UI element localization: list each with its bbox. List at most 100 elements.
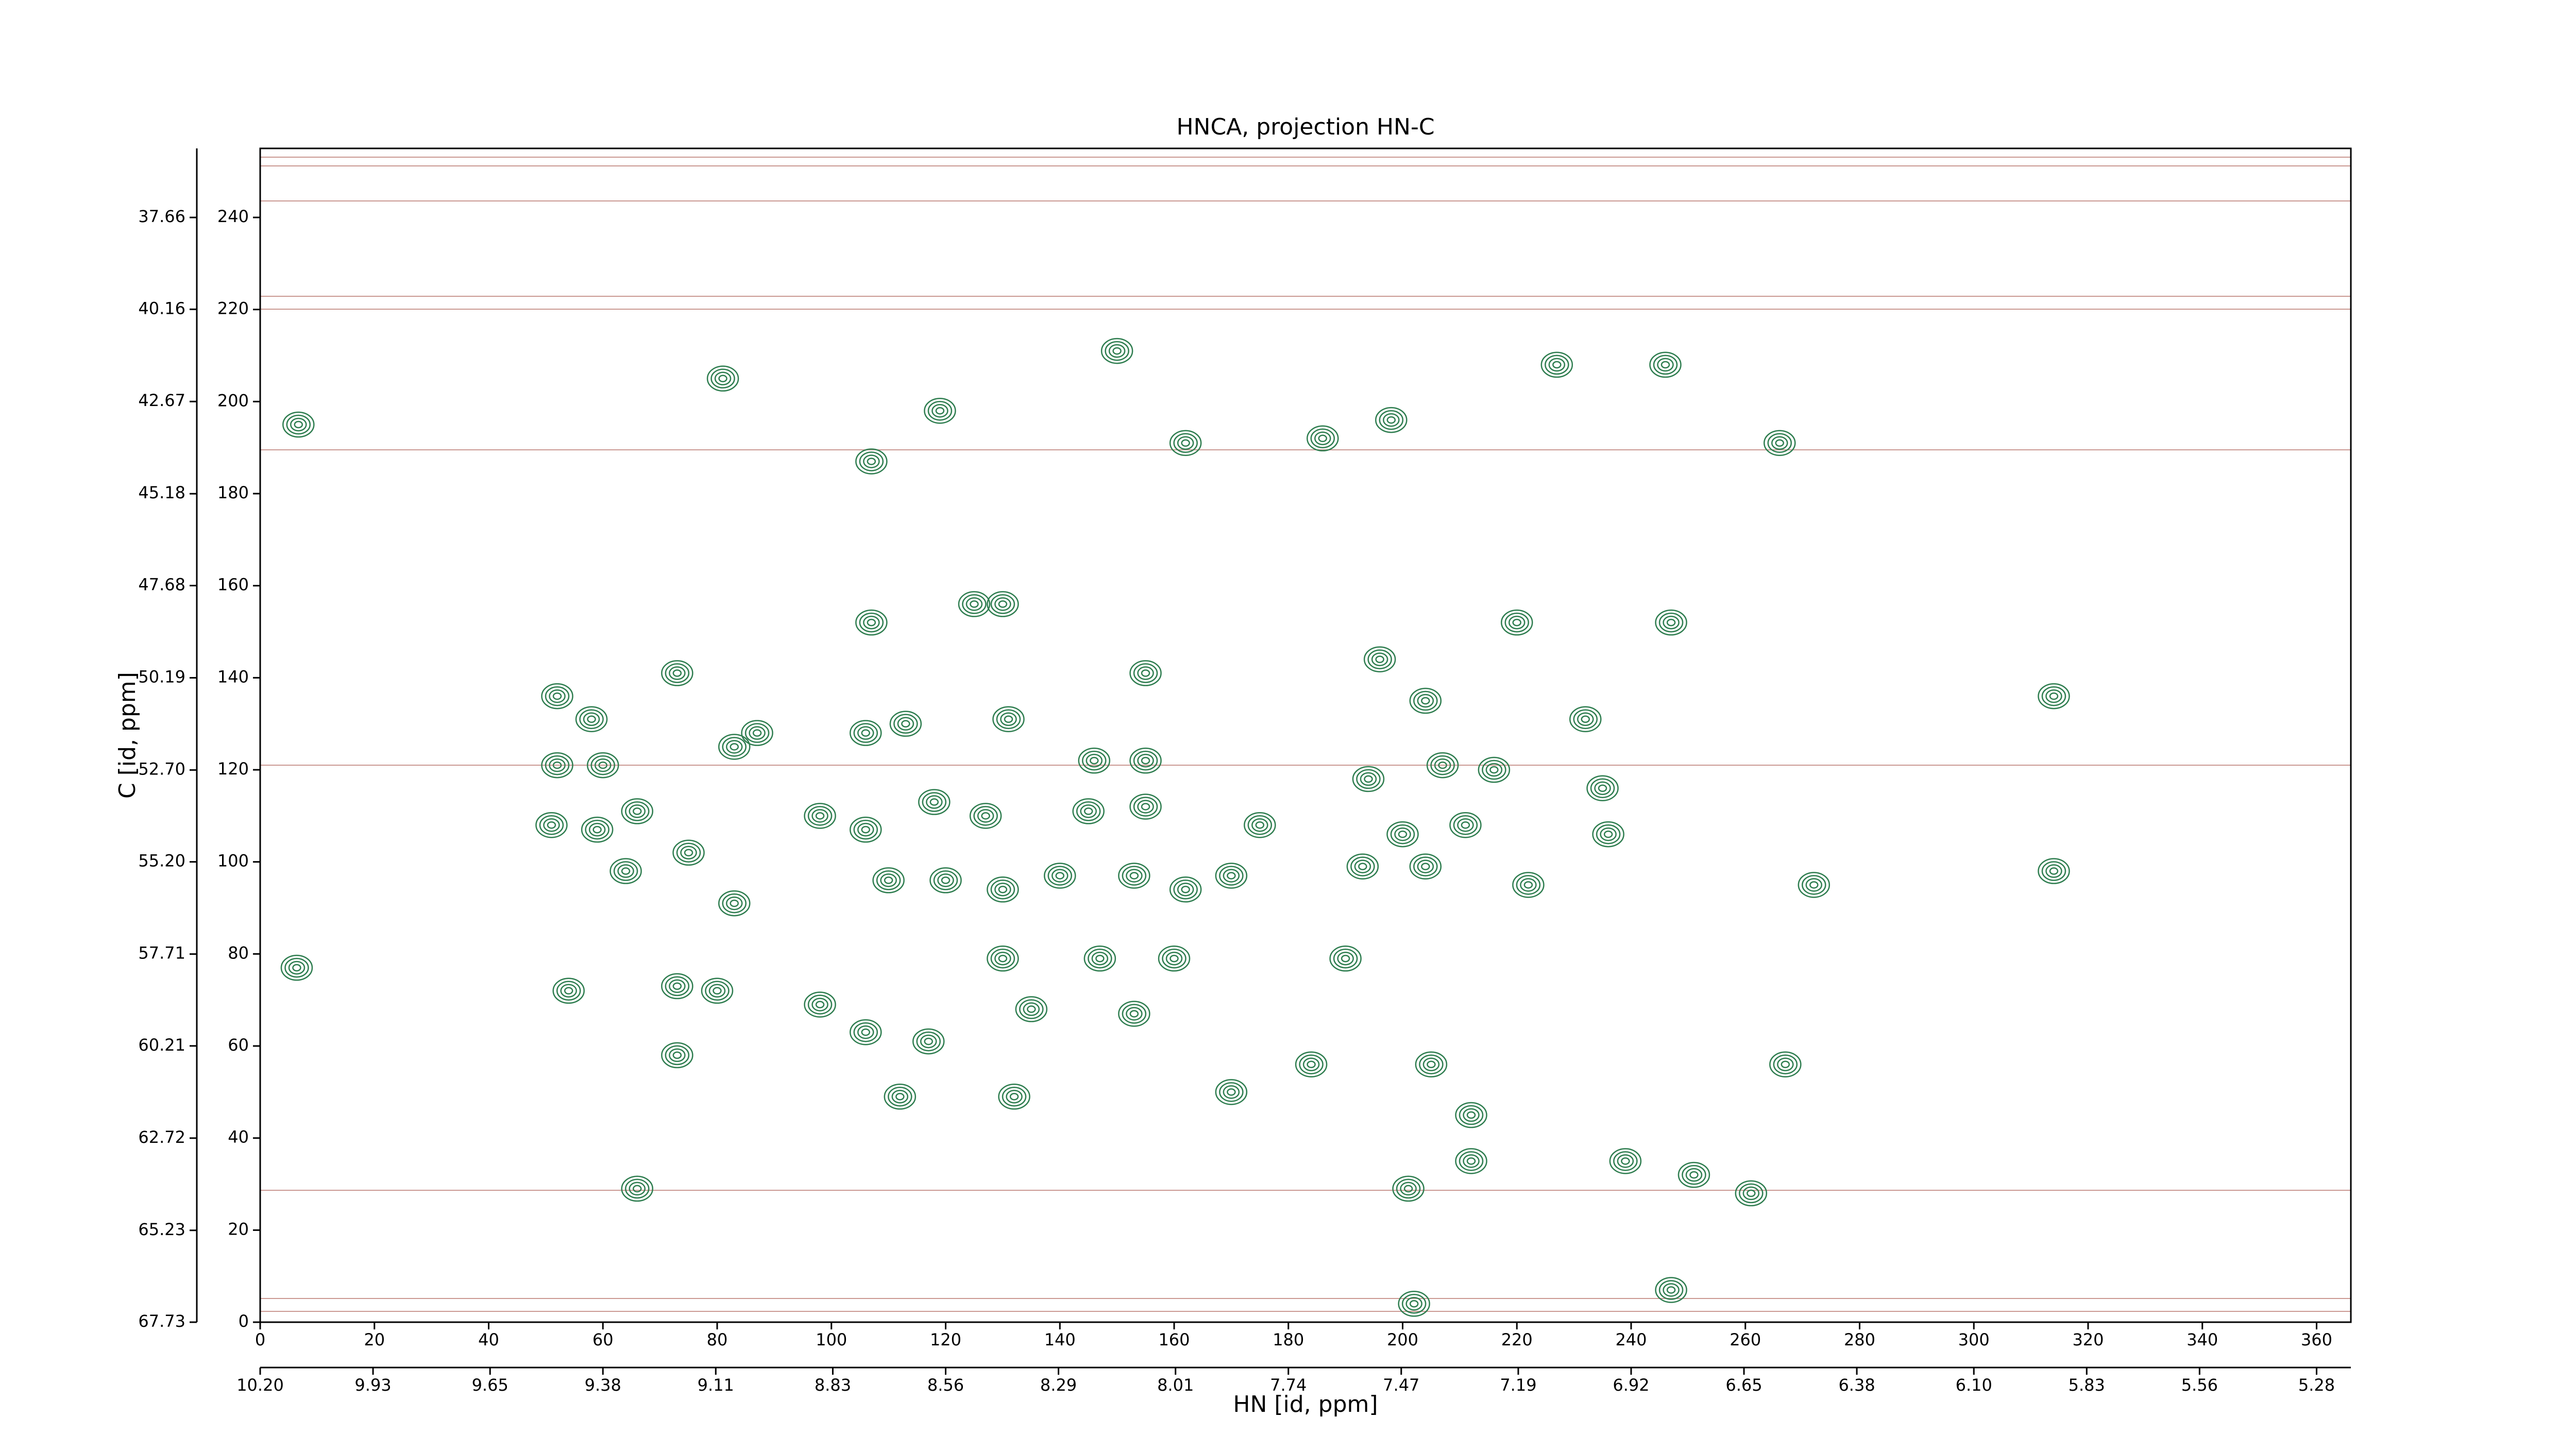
- peak-contour: [617, 864, 634, 878]
- peak: [1540, 351, 1573, 378]
- peak-contour: [722, 737, 747, 757]
- peak: [1329, 946, 1362, 972]
- peak-contour: [1773, 1054, 1798, 1074]
- peak-contour: [549, 689, 566, 703]
- y-tick-label: 120: [217, 759, 249, 779]
- peak-contour: [981, 812, 990, 820]
- peak-contour: [1137, 800, 1154, 814]
- peak-contour: [861, 825, 871, 834]
- peak-contour: [1520, 878, 1537, 892]
- peak-contour: [1461, 821, 1470, 829]
- peak-contour: [1100, 338, 1133, 364]
- peak-contour: [541, 683, 573, 710]
- peak-contour: [853, 819, 878, 840]
- peak: [1375, 407, 1408, 433]
- peak-contour: [1390, 824, 1415, 845]
- peak: [1415, 1051, 1448, 1077]
- peak-contour: [1430, 755, 1455, 775]
- peak-contour: [1122, 866, 1147, 886]
- x2-tick-label: 7.74: [1270, 1375, 1307, 1395]
- peak-contour: [1463, 1108, 1480, 1122]
- peak-contour: [1350, 856, 1375, 876]
- peak: [884, 1084, 917, 1110]
- peak-contour: [1019, 999, 1044, 1019]
- peak-contour: [931, 403, 948, 418]
- peak: [969, 803, 1002, 829]
- y-tick-label: 220: [217, 299, 249, 318]
- x-tick-label: 120: [930, 1330, 961, 1349]
- peak: [586, 752, 619, 779]
- y-tick-label: 20: [228, 1219, 249, 1239]
- peak-contour: [1015, 996, 1048, 1022]
- x2-tick-label: 8.56: [927, 1375, 964, 1395]
- peak-contour: [857, 822, 874, 837]
- peak-contour: [1137, 666, 1154, 680]
- peak-contour: [613, 861, 638, 881]
- peak: [1346, 853, 1379, 880]
- y-tick-label: 160: [217, 575, 249, 595]
- peak-contour: [1215, 1079, 1248, 1105]
- peak-contour: [1805, 878, 1823, 892]
- peak-contour: [1438, 761, 1447, 769]
- y-tick-label: 60: [228, 1035, 249, 1055]
- peak-contour: [1764, 430, 1796, 456]
- x-tick-label: 260: [1730, 1330, 1761, 1349]
- peak-contour: [897, 717, 914, 731]
- y2-tick-label: 67.73: [138, 1311, 185, 1331]
- x-tick-label: 160: [1158, 1330, 1190, 1349]
- peak-contour: [1379, 410, 1404, 430]
- x2-tick-label: 9.65: [472, 1375, 509, 1395]
- peak-contour: [895, 1093, 905, 1101]
- peak-contour: [552, 692, 562, 700]
- peak-contour: [1177, 883, 1194, 897]
- peak-contour: [1569, 706, 1602, 732]
- y2-tick-label: 57.71: [138, 943, 185, 963]
- peak-contour: [1173, 433, 1198, 453]
- peak: [987, 876, 1019, 903]
- peak-contour: [1617, 1154, 1634, 1168]
- peak: [1129, 794, 1162, 820]
- peak-contour: [621, 867, 631, 875]
- peak-contour: [1307, 1060, 1316, 1068]
- x2-tick-label: 5.83: [2069, 1375, 2105, 1395]
- peak-contour: [1455, 1148, 1487, 1174]
- peak-contour: [1371, 652, 1388, 666]
- peak-contour: [1682, 1165, 1706, 1185]
- peak-contour: [705, 981, 730, 1001]
- peak-contour: [1552, 361, 1562, 369]
- peak-contour: [1118, 863, 1150, 889]
- peak-contour: [1219, 1082, 1244, 1102]
- peak: [850, 720, 882, 746]
- peak-contour: [1417, 694, 1434, 708]
- peak-contour: [1419, 1054, 1444, 1074]
- peak-contour: [987, 591, 1019, 617]
- peak-contour: [867, 458, 876, 465]
- peak: [1609, 1148, 1642, 1174]
- peak-contour: [990, 880, 1015, 900]
- peak-contour: [1403, 1185, 1413, 1193]
- peak-contour: [672, 839, 705, 866]
- peak: [1500, 609, 1533, 636]
- peak-contour: [1504, 612, 1529, 633]
- peak-contour: [807, 806, 833, 826]
- peak-contour: [1603, 830, 1613, 838]
- peak-contour: [1590, 778, 1615, 798]
- peak-contour: [1434, 758, 1451, 772]
- peak-contour: [621, 798, 654, 824]
- peak: [924, 397, 956, 424]
- peak-contour: [1333, 949, 1358, 969]
- peak: [992, 706, 1025, 732]
- peak-contour: [684, 849, 693, 857]
- peak-contour: [629, 804, 646, 818]
- peak: [1512, 872, 1545, 898]
- peak-contour: [1356, 769, 1381, 789]
- peak-contour: [1455, 1102, 1487, 1128]
- peak: [575, 706, 608, 732]
- peak-contour: [1158, 946, 1191, 972]
- peak-contour: [1133, 750, 1158, 771]
- peak-contour: [1457, 818, 1474, 832]
- peak-contour: [1781, 1060, 1790, 1068]
- y-tick-label: 0: [239, 1311, 249, 1331]
- peak-contour: [888, 1087, 912, 1107]
